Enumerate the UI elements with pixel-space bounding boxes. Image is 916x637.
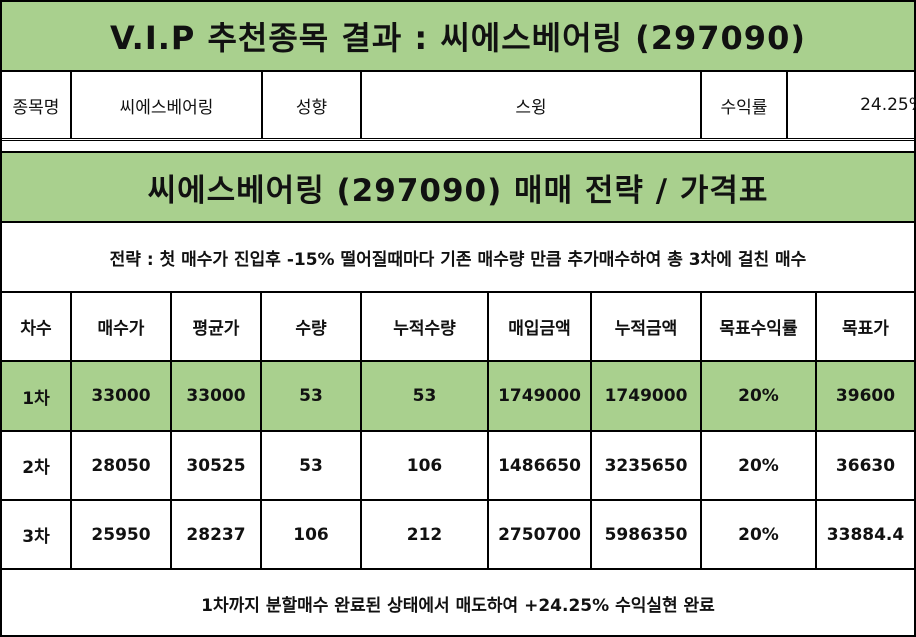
cell-target-return: 20% — [702, 501, 817, 568]
page-title: V.I.P 추천종목 결과 : 씨에스베어링 (297090) — [2, 2, 914, 72]
table-row: 2차 28050 30525 53 106 1486650 3235650 20… — [2, 432, 914, 501]
cell-avg-price: 33000 — [172, 362, 262, 430]
cell-round: 1차 — [2, 362, 72, 430]
cell-avg-price: 28237 — [172, 501, 262, 568]
cell-buy-price: 25950 — [72, 501, 172, 568]
cell-cum-qty: 212 — [362, 501, 489, 568]
result-summary: 1차까지 분할매수 완료된 상태에서 매도하여 +24.25% 수익실현 완료 — [201, 595, 715, 616]
cell-cum-qty: 106 — [362, 432, 489, 499]
table-header-row: 차수 매수가 평균가 수량 누적수량 매입금액 누적금액 목표수익률 목표가 — [2, 293, 914, 362]
cell-round: 2차 — [2, 432, 72, 499]
return-value: 24.25% — [860, 95, 916, 115]
header-target-price: 목표가 — [842, 319, 889, 339]
cell-buy-amount: 1486650 — [489, 432, 592, 499]
cell-cum-amount: 3235650 — [592, 432, 702, 499]
cell-buy-amount: 2750700 — [489, 501, 592, 568]
style-label: 성향 — [263, 72, 362, 138]
table-row: 1차 33000 33000 53 53 1749000 1749000 20%… — [2, 362, 914, 432]
header-cum-qty: 누적수량 — [362, 293, 489, 360]
return-label: 수익률 — [702, 72, 788, 138]
cell-cum-amount: 1749000 — [592, 362, 702, 430]
table-row: 3차 25950 28237 106 212 2750700 5986350 2… — [2, 501, 914, 570]
cell-target-price: 39600 — [835, 386, 896, 406]
cell-target-price: 36630 — [835, 455, 896, 476]
cell-buy-price: 33000 — [72, 362, 172, 430]
cell-buy-amount: 1749000 — [489, 362, 592, 430]
stock-name-value: 씨에스베어링 — [72, 72, 263, 138]
cell-cum-amount: 5986350 — [592, 501, 702, 568]
header-round: 차수 — [2, 293, 72, 360]
cell-round: 3차 — [2, 501, 72, 568]
cell-target-price: 33884.4 — [826, 524, 905, 545]
header-avg-price: 평균가 — [172, 293, 262, 360]
cell-target-return: 20% — [702, 432, 817, 499]
header-cum-amount: 누적금액 — [592, 293, 702, 360]
cell-qty: 53 — [262, 432, 362, 499]
style-value: 스윙 — [362, 72, 702, 138]
cell-cum-qty: 53 — [362, 362, 489, 430]
price-table: 차수 매수가 평균가 수량 누적수량 매입금액 누적금액 목표수익률 목표가 1… — [2, 293, 914, 570]
cell-qty: 53 — [262, 362, 362, 430]
header-buy-price: 매수가 — [72, 293, 172, 360]
cell-qty: 106 — [262, 501, 362, 568]
header-buy-amount: 매입금액 — [489, 293, 592, 360]
stock-info-row: 종목명 씨에스베어링 성향 스윙 수익률 24.25% — [2, 72, 916, 141]
header-target-return: 목표수익률 — [702, 293, 817, 360]
cell-target-return: 20% — [702, 362, 817, 430]
strategy-description: 전략 : 첫 매수가 진입후 -15% 떨어질때마다 기존 매수량 만큼 추가매… — [2, 223, 914, 293]
cell-buy-price: 28050 — [72, 432, 172, 499]
strategy-title: 씨에스베어링 (297090) 매매 전략 / 가격표 — [2, 153, 914, 223]
header-qty: 수량 — [262, 293, 362, 360]
stock-name-label: 종목명 — [2, 72, 72, 138]
section-divider — [2, 141, 914, 153]
cell-avg-price: 30525 — [172, 432, 262, 499]
